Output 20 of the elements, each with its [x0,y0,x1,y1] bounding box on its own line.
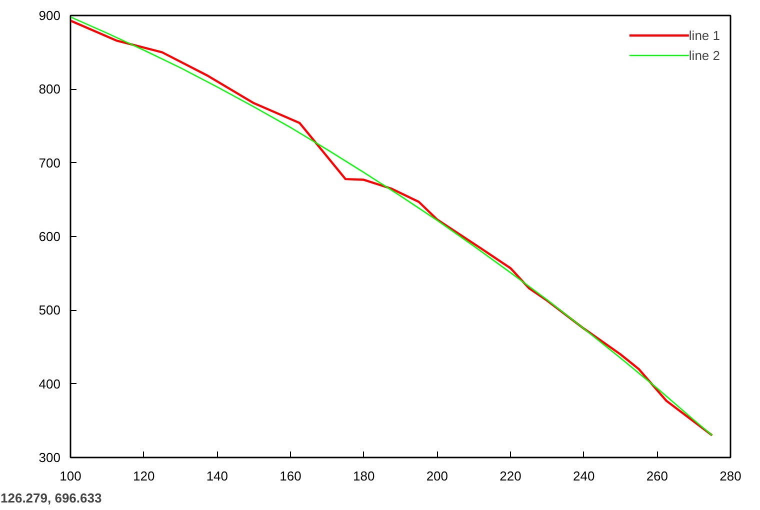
x-tick-label: 140 [206,468,228,484]
x-tick-label: 240 [572,468,595,484]
x-tick-label: 220 [500,468,522,484]
x-tick-label: 100 [60,468,82,484]
x-tick-label: 200 [426,468,448,484]
legend-label: line 1 [688,28,720,42]
x-tick-label: 280 [720,468,742,484]
y-tick-label: 900 [38,8,61,23]
x-tick-label: 260 [646,468,668,484]
y-tick-label: 600 [38,229,61,244]
y-tick-label: 700 [38,155,61,170]
legend-label: line 2 [688,48,720,62]
y-tick-label: 300 [38,450,61,465]
x-tick-label: 180 [352,468,375,484]
text: 126.279, 696.633 [0,490,102,506]
y-tick-label: 800 [38,82,61,97]
x-tick-label: 160 [280,468,302,484]
y-tick-label: 500 [38,302,61,318]
x-tick-label: 120 [132,468,155,484]
y-tick-label: 400 [38,376,61,392]
